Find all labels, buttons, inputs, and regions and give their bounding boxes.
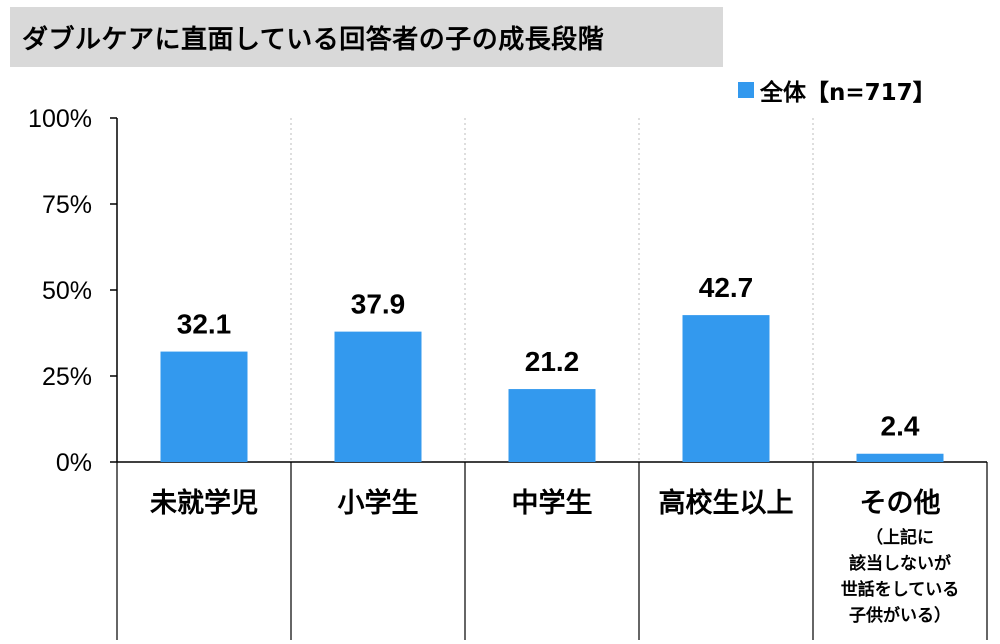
value-label: 32.1 — [177, 309, 232, 340]
category-sublabel: 世話をしている — [841, 579, 960, 600]
y-tick-label: 75% — [42, 191, 92, 219]
category-sublabel: 子供がいる） — [849, 605, 951, 626]
category-label: 高校生以上 — [659, 487, 794, 519]
bar — [160, 351, 248, 462]
y-tick-label: 100% — [28, 105, 92, 133]
value-label: 42.7 — [699, 272, 754, 303]
value-label: 2.4 — [881, 411, 920, 442]
value-label: 21.2 — [525, 346, 580, 377]
bar — [856, 453, 944, 462]
bar — [334, 331, 422, 462]
category-label: 小学生 — [338, 487, 419, 519]
category-label: 中学生 — [512, 487, 593, 519]
category-sublabel: （上記に — [866, 527, 934, 548]
category-sublabel: 該当しないが — [849, 553, 951, 574]
bar — [682, 315, 770, 462]
value-label: 37.9 — [351, 289, 406, 320]
y-tick-label: 25% — [42, 363, 92, 391]
category-label: その他 — [860, 488, 941, 519]
y-tick-label: 50% — [42, 277, 92, 305]
legend-swatch — [738, 82, 754, 98]
y-tick-label: 0% — [56, 449, 92, 477]
bar — [508, 389, 596, 462]
chart-title: ダブルケアに直面している回答者の子の成長段階 — [22, 24, 605, 55]
legend: 全体【n=717】 — [738, 76, 936, 106]
category-label: 未就学児 — [150, 487, 258, 519]
legend-label: 全体【n=717】 — [760, 80, 936, 106]
chart-title-box: ダブルケアに直面している回答者の子の成長段階 — [10, 7, 723, 67]
